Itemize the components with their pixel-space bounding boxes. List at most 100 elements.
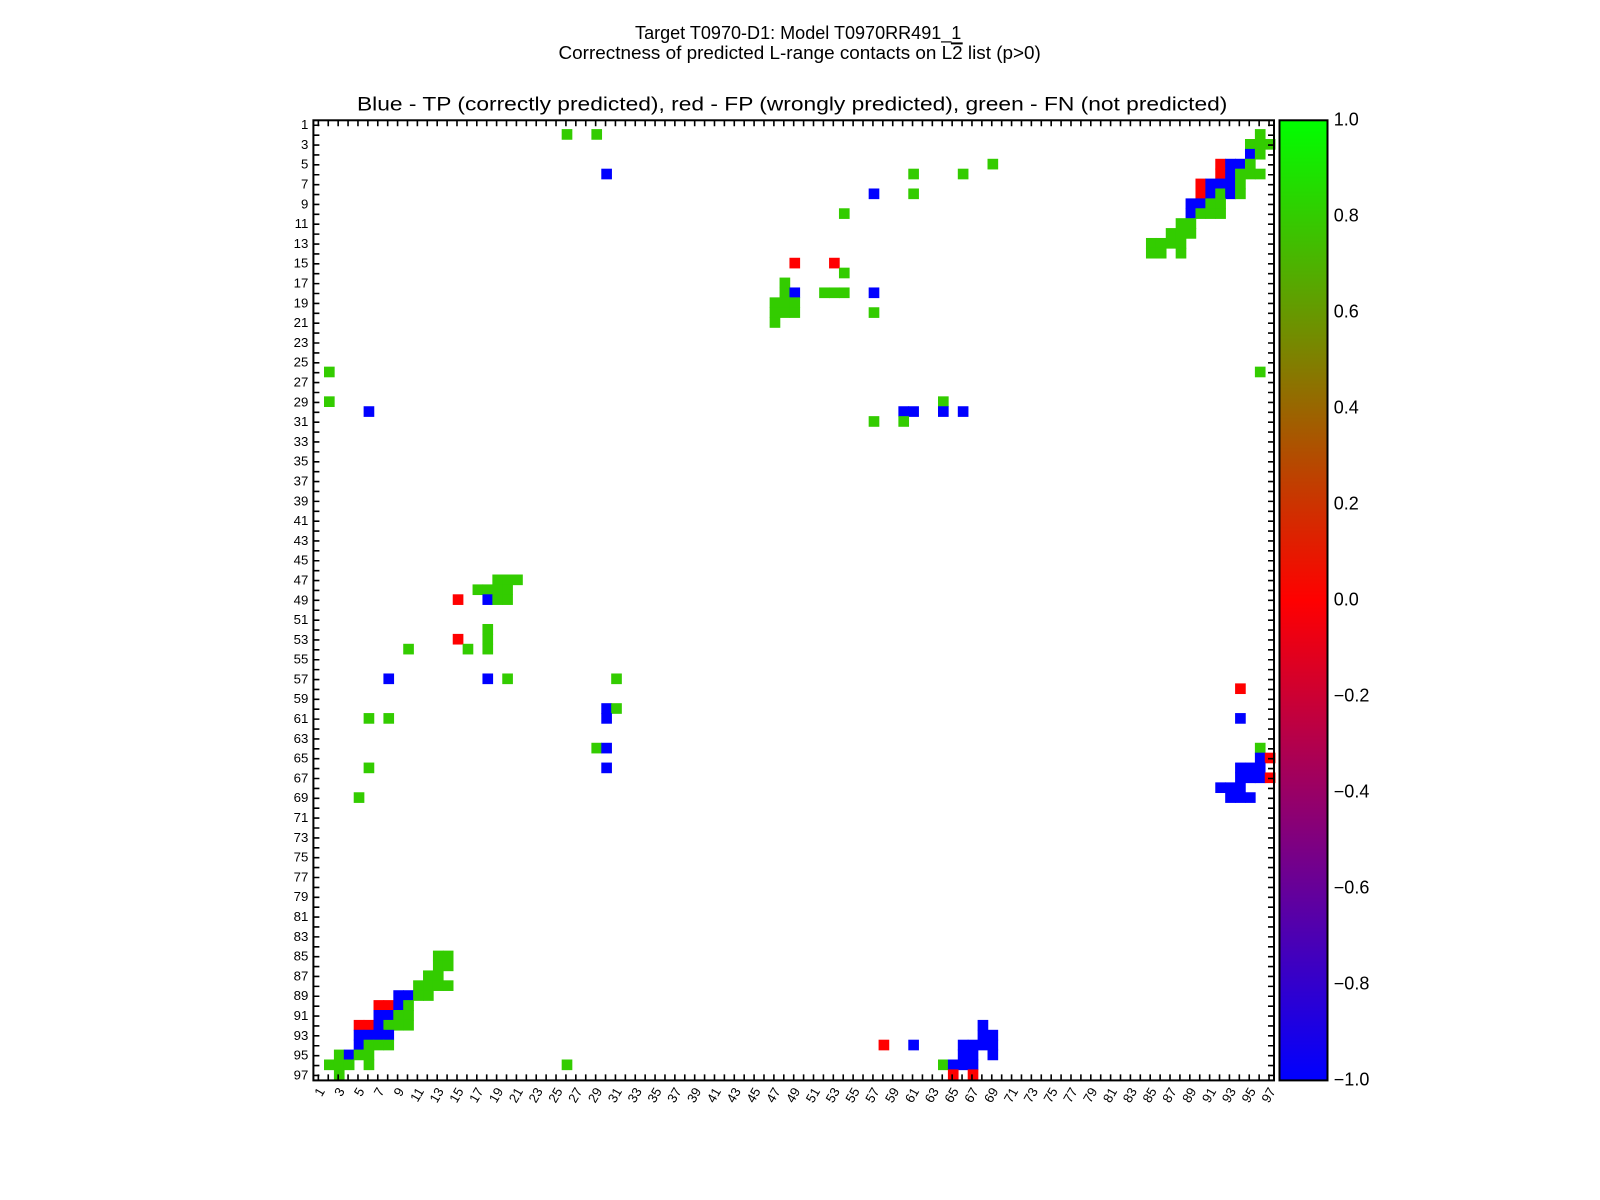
svg-text:59: 59 — [294, 691, 309, 706]
svg-text:51: 51 — [803, 1085, 823, 1105]
svg-text:77: 77 — [294, 869, 309, 884]
svg-text:17: 17 — [466, 1085, 486, 1105]
svg-text:61: 61 — [294, 711, 309, 726]
svg-text:53: 53 — [823, 1085, 843, 1105]
svg-text:97: 97 — [294, 1067, 309, 1082]
svg-text:17: 17 — [294, 276, 309, 291]
svg-text:75: 75 — [294, 850, 309, 865]
svg-text:37: 37 — [294, 473, 309, 488]
svg-text:13: 13 — [426, 1085, 446, 1105]
svg-text:51: 51 — [294, 612, 309, 627]
svg-text:15: 15 — [294, 256, 309, 271]
svg-text:3: 3 — [301, 137, 308, 152]
svg-text:55: 55 — [842, 1085, 862, 1105]
svg-text:71: 71 — [294, 810, 309, 825]
svg-text:25: 25 — [545, 1085, 565, 1105]
svg-text:13: 13 — [294, 236, 309, 251]
svg-text:49: 49 — [294, 592, 309, 607]
svg-text:19: 19 — [486, 1085, 506, 1105]
svg-text:69: 69 — [294, 790, 309, 805]
svg-text:1: 1 — [311, 1085, 328, 1099]
svg-text:23: 23 — [294, 335, 309, 350]
svg-text:67: 67 — [961, 1085, 981, 1105]
svg-text:Blue - TP (correctly predicted: Blue - TP (correctly predicted), red - F… — [357, 94, 1227, 116]
svg-text:79: 79 — [1080, 1085, 1100, 1105]
svg-text:47: 47 — [294, 572, 309, 587]
svg-text:29: 29 — [294, 394, 309, 409]
svg-text:53: 53 — [294, 632, 309, 647]
svg-text:81: 81 — [294, 909, 309, 924]
svg-text:83: 83 — [1120, 1085, 1140, 1105]
svg-text:Correctness of predicted L-ran: Correctness of predicted L-range contact… — [559, 42, 1041, 63]
svg-text:0.6: 0.6 — [1334, 301, 1359, 321]
svg-text:41: 41 — [704, 1085, 724, 1105]
svg-text:49: 49 — [783, 1085, 803, 1105]
svg-text:0.8: 0.8 — [1334, 205, 1359, 225]
svg-text:45: 45 — [743, 1085, 763, 1105]
svg-text:87: 87 — [1159, 1085, 1179, 1105]
svg-text:39: 39 — [684, 1085, 704, 1105]
svg-text:19: 19 — [294, 295, 309, 310]
svg-text:1.0: 1.0 — [1334, 109, 1359, 129]
svg-text:0.4: 0.4 — [1334, 397, 1359, 417]
svg-text:Target T0970-D1: Model T0970RR: Target T0970-D1: Model T0970RR491_1 — [635, 22, 961, 44]
svg-text:65: 65 — [941, 1085, 961, 1105]
svg-text:33: 33 — [625, 1085, 645, 1105]
svg-text:93: 93 — [294, 1028, 309, 1043]
svg-text:59: 59 — [882, 1085, 902, 1105]
svg-text:89: 89 — [1179, 1085, 1199, 1105]
svg-text:29: 29 — [585, 1085, 605, 1105]
svg-text:3: 3 — [331, 1085, 348, 1099]
svg-text:65: 65 — [294, 751, 309, 766]
svg-text:45: 45 — [294, 553, 309, 568]
svg-text:41: 41 — [294, 513, 309, 528]
svg-text:55: 55 — [294, 652, 309, 667]
svg-text:71: 71 — [1001, 1085, 1021, 1105]
svg-text:−0.4: −0.4 — [1334, 781, 1370, 801]
svg-text:9: 9 — [391, 1085, 408, 1099]
svg-text:7: 7 — [371, 1085, 388, 1099]
svg-text:91: 91 — [1199, 1085, 1219, 1105]
svg-text:79: 79 — [294, 889, 309, 904]
svg-text:11: 11 — [295, 216, 309, 231]
svg-text:69: 69 — [981, 1085, 1001, 1105]
svg-text:39: 39 — [294, 493, 309, 508]
svg-text:27: 27 — [565, 1085, 585, 1105]
svg-text:7: 7 — [301, 177, 308, 192]
svg-text:95: 95 — [1239, 1085, 1259, 1105]
svg-text:35: 35 — [644, 1085, 664, 1105]
svg-text:33: 33 — [294, 434, 309, 449]
svg-text:63: 63 — [294, 731, 309, 746]
svg-text:9: 9 — [301, 196, 308, 211]
svg-text:−0.8: −0.8 — [1334, 973, 1370, 993]
svg-text:−0.2: −0.2 — [1334, 685, 1370, 705]
svg-text:−0.6: −0.6 — [1334, 877, 1370, 897]
svg-text:21: 21 — [294, 315, 309, 330]
svg-text:15: 15 — [446, 1085, 466, 1105]
svg-text:21: 21 — [506, 1085, 526, 1105]
svg-text:91: 91 — [294, 1008, 309, 1023]
svg-text:73: 73 — [1021, 1085, 1041, 1105]
svg-text:35: 35 — [294, 454, 309, 469]
svg-text:43: 43 — [294, 533, 309, 548]
svg-text:57: 57 — [862, 1085, 882, 1105]
svg-text:1: 1 — [301, 117, 308, 132]
svg-text:95: 95 — [294, 1048, 309, 1063]
svg-text:31: 31 — [294, 414, 309, 429]
svg-text:57: 57 — [294, 671, 309, 686]
svg-text:73: 73 — [294, 830, 309, 845]
svg-text:67: 67 — [294, 770, 309, 785]
svg-text:85: 85 — [1139, 1085, 1159, 1105]
svg-text:93: 93 — [1219, 1085, 1239, 1105]
svg-text:11: 11 — [407, 1085, 427, 1104]
svg-text:43: 43 — [724, 1085, 744, 1105]
svg-text:5: 5 — [351, 1085, 368, 1099]
svg-text:5: 5 — [301, 157, 308, 172]
svg-text:37: 37 — [664, 1085, 684, 1105]
svg-text:27: 27 — [294, 374, 309, 389]
svg-text:0.0: 0.0 — [1334, 589, 1359, 609]
svg-text:85: 85 — [294, 949, 309, 964]
svg-text:61: 61 — [902, 1085, 922, 1105]
svg-text:75: 75 — [1040, 1085, 1060, 1105]
svg-text:23: 23 — [525, 1085, 545, 1105]
